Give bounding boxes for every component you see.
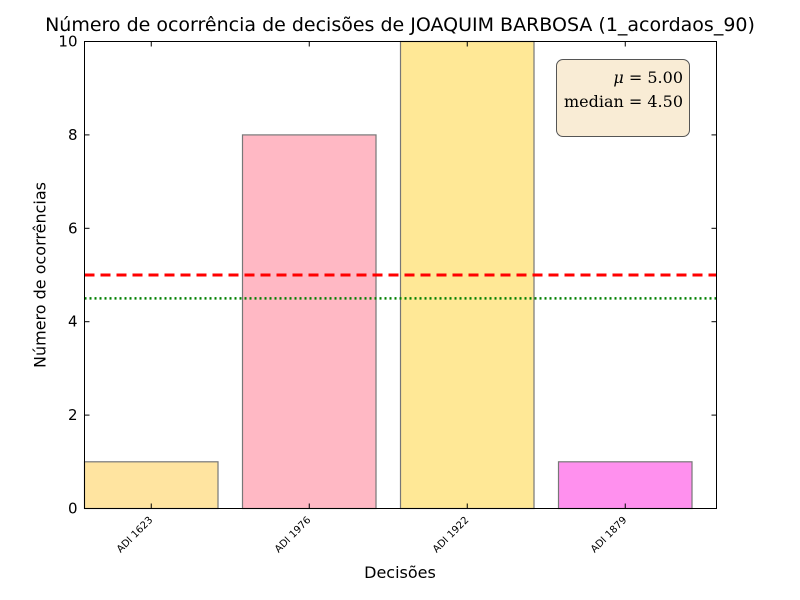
bar-adi-1879 [557,461,693,510]
mean-symbol: μ [613,68,624,87]
y-tick-label: 8 [68,126,78,144]
x-tick-label: ADI 1922 [431,515,471,555]
x-tick-label: ADI 1879 [589,515,629,555]
stats-annotation-box: μ = 5.00 median = 4.50 [556,59,690,137]
x-tick-label: ADI 1623 [115,515,155,555]
y-tick-label: 4 [68,313,78,331]
y-tick-label: 6 [68,219,78,237]
y-tick-label: 2 [68,406,78,424]
reference-lines [84,273,717,300]
median-value: 4.50 [647,92,683,111]
bar-adi-1976 [241,134,377,510]
y-tick-label: 10 [58,33,77,51]
mean-value: 5.00 [647,68,683,87]
x-axis-label: Decisões [364,563,436,582]
y-axis-ticks: 0 2 4 6 8 10 [58,33,717,518]
x-tick-label: ADI 1976 [273,515,313,555]
y-tick-label: 0 [68,500,78,518]
mean-annotation: μ = 5.00 [613,68,683,87]
bar-adi-1623 [83,461,219,510]
median-label: median [563,92,624,111]
plot-frame [84,41,717,509]
chart-title: Número de ocorrência de decisões de JOAQ… [45,14,755,36]
y-axis-label: Número de ocorrências [30,182,50,368]
median-annotation: median = 4.50 [563,92,683,111]
